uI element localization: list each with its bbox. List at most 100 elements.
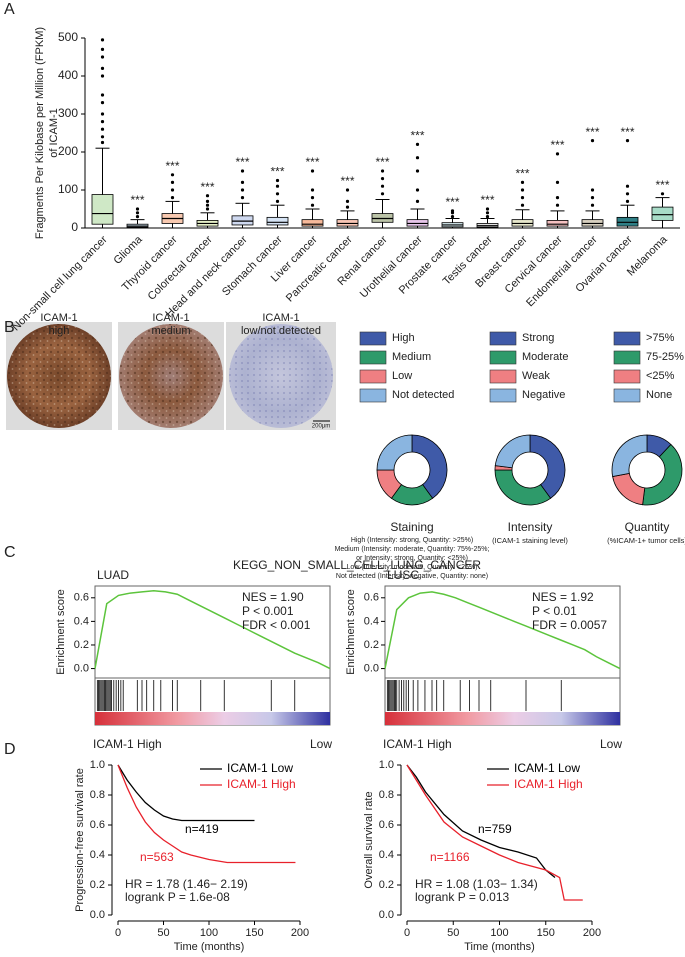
image-label: ICAM-1 (262, 312, 299, 324)
rank-label: ICAM-1 High (383, 737, 452, 751)
y-tick-label: 0.4 (364, 615, 379, 627)
donut-title: Staining (390, 520, 433, 534)
outlier (625, 192, 630, 196)
legend-swatch (489, 388, 517, 403)
box (91, 194, 114, 225)
legend-label: ICAM-1 Low (514, 761, 580, 775)
outlier (100, 120, 105, 124)
outlier (485, 215, 490, 219)
staining-note: Low (Intensity: moderate, Quantity: <25%… (347, 564, 478, 571)
outlier (555, 152, 560, 156)
outlier (625, 139, 630, 143)
rank-label: Low (600, 737, 622, 751)
outlier (590, 139, 595, 143)
x-tick-label: Stomach cancer (220, 233, 285, 298)
panel-label: B (4, 319, 15, 336)
outlier (380, 184, 385, 188)
outlier (205, 203, 210, 207)
enrichment-line (94, 589, 331, 670)
x-tick-label: 0 (115, 927, 121, 939)
y-tick-label: 0.6 (90, 819, 105, 831)
outlier (520, 196, 525, 200)
n-label: n=419 (185, 822, 219, 836)
y-tick-label: 200 (58, 144, 78, 158)
outlier (135, 207, 140, 211)
statistic: NES = 1.90 (242, 590, 304, 604)
outlier (100, 101, 105, 105)
panel-label: C (4, 544, 16, 561)
rank-gradient (95, 712, 330, 725)
y-tick-label: 0.4 (90, 849, 105, 861)
statistic: logrank P = 1.6e-08 (125, 890, 230, 904)
significance: *** (550, 138, 564, 152)
x-axis-label: Time (months) (464, 941, 535, 953)
significance: *** (130, 193, 144, 207)
x-tick-label: 150 (245, 927, 263, 939)
statistic: HR = 1.08 (1.03− 1.34) (415, 877, 538, 891)
outlier (590, 196, 595, 200)
tissue-texture (229, 324, 333, 428)
statistic: P < 0.001 (242, 604, 294, 618)
outlier (450, 215, 455, 219)
y-tick-label: 0.4 (74, 615, 89, 627)
scale-bar-label: 200μm (312, 424, 330, 430)
legend-swatch (359, 331, 387, 346)
panel-label: D (4, 741, 16, 758)
legend-label: ICAM-1 Low (227, 761, 293, 775)
panel-label: A (4, 1, 15, 18)
outlier (345, 199, 350, 203)
staining-note: Medium (Intensity: moderate, Quantity: 7… (335, 546, 490, 553)
outlier (100, 127, 105, 131)
x-tick-label: 100 (200, 927, 218, 939)
outlier (240, 180, 245, 184)
outlier (240, 188, 245, 192)
legend-swatch (489, 350, 517, 365)
x-tick-label: 50 (447, 927, 459, 939)
staining-note: or Intensity: strong, Quantity: <25%) (356, 555, 468, 562)
outlier (520, 203, 525, 207)
outlier (170, 180, 175, 184)
outlier (415, 169, 420, 173)
outlier (100, 93, 105, 97)
statistic: FDR = 0.0057 (532, 618, 607, 632)
legend-swatch (359, 350, 387, 365)
legend-label: Weak (522, 370, 550, 382)
tissue-images: 200μm (6, 322, 336, 430)
subplot-title: LUSC (387, 568, 419, 582)
outlier (590, 203, 595, 207)
y-tick-label: 0.0 (379, 909, 394, 921)
donut-segment (411, 434, 448, 499)
outlier (555, 196, 560, 200)
legend-label: 75-25% (646, 351, 684, 363)
image-label: ICAM-1 (152, 312, 189, 324)
statistic: HR = 1.78 (1.46− 2.19) (125, 877, 248, 891)
significance: *** (515, 167, 529, 181)
y-tick-label: 0.0 (74, 662, 89, 674)
box (651, 206, 674, 221)
n-label: n=563 (140, 850, 174, 864)
y-tick-label: 100 (58, 182, 78, 196)
outlier (415, 142, 420, 146)
outlier (135, 215, 140, 219)
outlier (555, 203, 560, 207)
outlier (310, 169, 315, 173)
legend-label: Medium (392, 351, 431, 363)
rank-label: ICAM-1 High (93, 737, 162, 751)
outlier (240, 196, 245, 200)
y-tick-label: 0.0 (364, 662, 379, 674)
outlier (555, 180, 560, 184)
outlier (205, 207, 210, 211)
statistic: NES = 1.92 (532, 590, 594, 604)
outlier (415, 188, 420, 192)
outlier (170, 196, 175, 200)
y-tick-label: 0 (71, 220, 78, 234)
y-tick-label: 0.2 (379, 879, 394, 891)
tissue-texture (7, 324, 111, 428)
legend-label: Not detected (392, 389, 454, 401)
outlier (310, 203, 315, 207)
significance: *** (270, 165, 284, 179)
outlier (205, 199, 210, 203)
y-tick-label: 0.0 (90, 909, 105, 921)
